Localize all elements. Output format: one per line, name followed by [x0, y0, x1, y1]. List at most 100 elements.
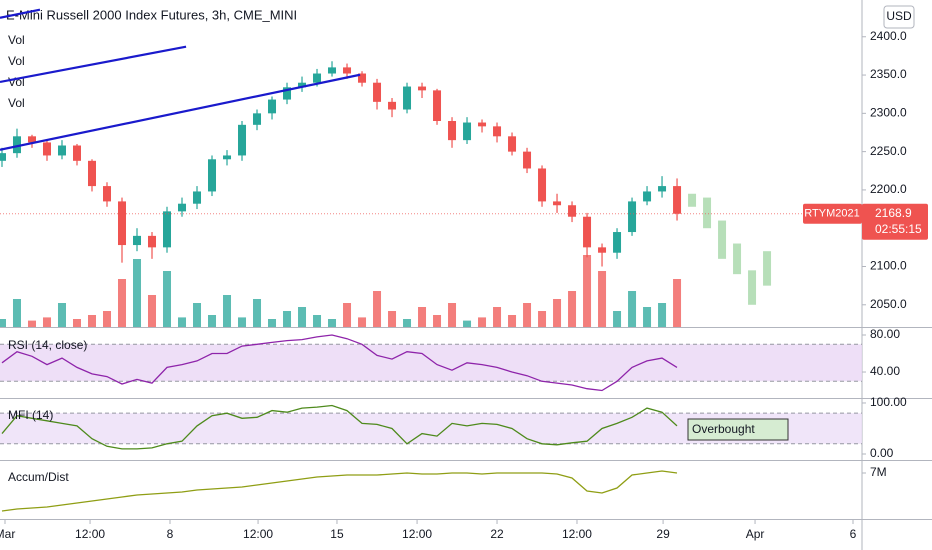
candle-body	[643, 191, 652, 202]
candle-body	[508, 136, 517, 152]
volume-bar	[12, 299, 21, 327]
annotation-box	[687, 418, 789, 441]
volume-bar	[0, 319, 6, 327]
volume-bar	[148, 295, 157, 327]
currency-box[interactable]	[883, 5, 915, 29]
candle-body	[313, 73, 322, 83]
candle-body	[433, 90, 442, 121]
volume-bar	[298, 307, 307, 327]
volume-bar	[388, 311, 397, 327]
trend-line	[0, 8, 41, 19]
candle-body	[298, 82, 307, 88]
legend-label: Vol	[8, 96, 25, 110]
annotation: Overbought	[692, 422, 755, 436]
y-tick-label: 40.00	[870, 364, 900, 378]
candle-body	[553, 201, 562, 206]
last-price: 2168.9	[875, 206, 912, 220]
candle-body	[358, 73, 367, 83]
candle-body	[238, 124, 247, 156]
candle-body	[72, 145, 81, 161]
candle-body	[568, 205, 577, 217]
candle-body	[328, 67, 337, 74]
volume-bar	[103, 311, 112, 327]
volume-bar	[613, 311, 622, 327]
candle-body	[583, 216, 592, 248]
candle-body	[373, 82, 382, 102]
y-tick-label: 2200.0	[870, 182, 907, 196]
candle-body	[628, 201, 637, 233]
candle-body	[403, 86, 412, 110]
candle-body	[448, 120, 457, 141]
candle-body	[658, 186, 667, 192]
candle-body	[538, 168, 547, 202]
volume-bar	[478, 317, 487, 327]
x-tick-label: 12:00	[402, 527, 432, 541]
volume-bar	[253, 299, 262, 327]
candle-body	[523, 151, 532, 169]
candle-body	[268, 99, 277, 114]
volume-bar	[673, 279, 682, 327]
volume-bar	[418, 307, 427, 327]
volume-bar	[163, 271, 172, 327]
volume-bar	[523, 303, 532, 327]
volume-bar	[448, 303, 457, 327]
candle-body	[673, 186, 682, 214]
candle-body	[283, 87, 292, 100]
candle-body	[133, 235, 142, 246]
volume-bar	[658, 303, 667, 327]
volume-bar	[328, 319, 337, 327]
volume-bar	[538, 311, 547, 327]
candle-body	[0, 153, 6, 161]
candle-body	[613, 232, 622, 253]
trend-line	[0, 73, 361, 151]
volume-bar	[343, 303, 352, 327]
candle-body	[148, 235, 157, 248]
candle-body	[103, 186, 112, 202]
candle-body	[253, 113, 262, 125]
x-tick-label: 12:00	[243, 527, 273, 541]
volume-bar	[313, 315, 322, 327]
volume-bar	[283, 311, 292, 327]
candle-body	[118, 201, 127, 246]
volume-bar	[598, 271, 607, 327]
y-tick-label: 2100.0	[870, 259, 907, 273]
x-tick-label: Apr	[746, 527, 765, 541]
volume-bar	[238, 317, 247, 327]
y-tick-label: 100.00	[870, 395, 907, 409]
projection-candle	[688, 193, 697, 207]
x-tick-label: 12:00	[562, 527, 592, 541]
candle-body	[343, 67, 352, 74]
volume-bar	[493, 307, 502, 327]
countdown: 02:55:15	[875, 222, 922, 236]
projection-candle	[763, 251, 772, 286]
candle-body	[463, 122, 472, 141]
y-tick-label: 2250.0	[870, 144, 907, 158]
volume-bar	[88, 315, 97, 327]
y-tick-label: 0.00	[870, 446, 894, 460]
candle-body	[163, 211, 172, 248]
projection-candle	[733, 243, 742, 275]
volume-bar	[643, 307, 652, 327]
indicator-label: MFI (14)	[8, 408, 53, 422]
indicator-label: Accum/Dist	[8, 470, 69, 484]
volume-bar	[358, 317, 367, 327]
indicator-line	[1, 334, 678, 392]
projection-candle	[703, 197, 712, 229]
y-tick-label: 2350.0	[870, 67, 907, 81]
volume-bar	[208, 315, 217, 327]
volume-bar	[223, 295, 232, 327]
volume-bar	[118, 279, 127, 327]
volume-bar	[72, 319, 81, 327]
chart-title: E-Mini Russell 2000 Index Futures, 3h, C…	[6, 7, 297, 22]
volume-bar	[268, 319, 277, 327]
candle-body	[193, 191, 202, 204]
candle-body	[418, 86, 427, 91]
candle-body	[27, 136, 36, 143]
volume-bar	[193, 303, 202, 327]
volume-bar	[133, 259, 142, 327]
candle-body	[223, 155, 232, 160]
y-tick-label: 2400.0	[870, 29, 907, 43]
indicator-line	[1, 404, 678, 450]
projection-candle	[748, 270, 757, 305]
y-tick-label: 7M	[870, 465, 887, 479]
